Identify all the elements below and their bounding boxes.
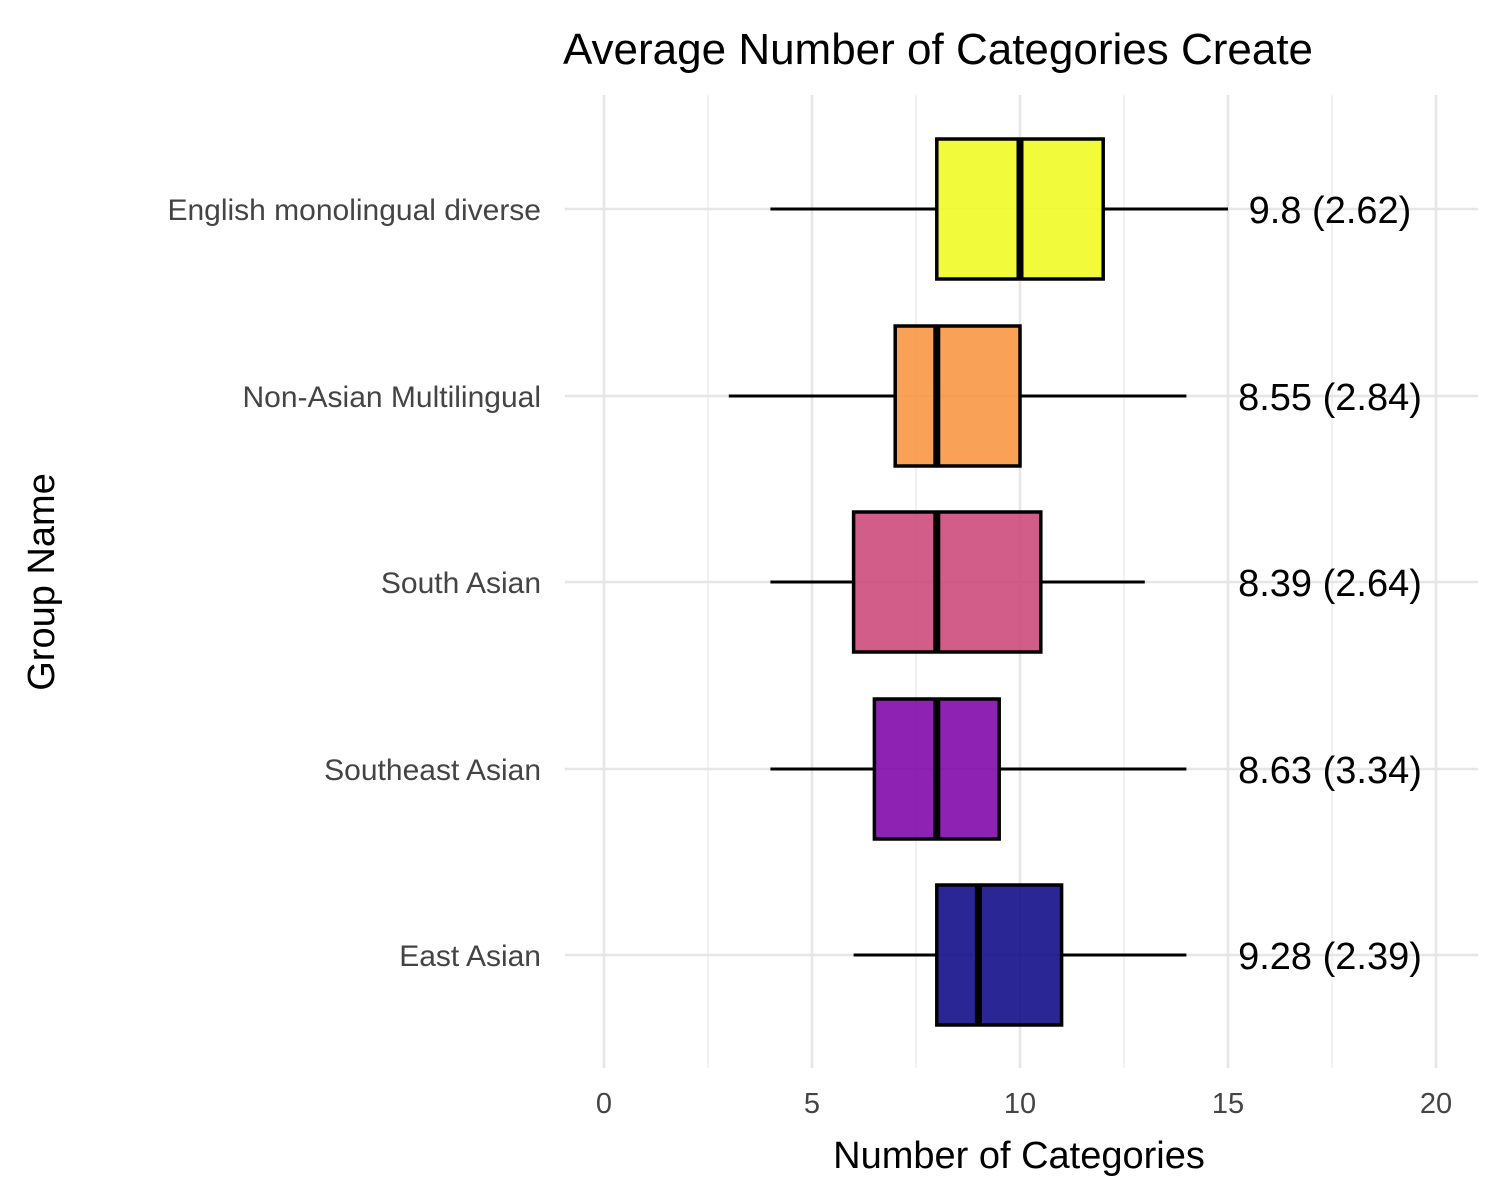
data-label: 9.28 (2.39): [1238, 936, 1422, 978]
box-group: [728, 324, 1187, 468]
x-tick-label: 10: [1004, 1088, 1036, 1120]
category-label: Non-Asian Multilingual: [243, 381, 541, 414]
x-tick-label: 5: [804, 1088, 820, 1120]
data-label: 8.63 (3.34): [1238, 750, 1422, 792]
x-tick-label: 0: [596, 1088, 612, 1120]
box-iqr: [935, 883, 1064, 1027]
x-tick-label: 15: [1212, 1088, 1244, 1120]
chart-title: Average Number of Categories Create: [563, 25, 1313, 74]
category-label: South Asian: [381, 567, 541, 600]
category-label: East Asian: [399, 940, 541, 973]
box-group: [853, 883, 1187, 1027]
x-tick-label: 20: [1420, 1088, 1452, 1120]
box-group: [770, 510, 1145, 654]
box-group: [770, 697, 1187, 841]
box-layer: [728, 137, 1228, 1027]
label-layer: English monolingual diverse 9.8 (2.62) Non…: [167, 190, 1452, 1120]
data-label: 8.39 (2.64): [1238, 563, 1422, 605]
data-label: 8.55 (2.84): [1238, 377, 1422, 419]
box-group: [770, 137, 1228, 281]
box-iqr: [851, 510, 1043, 654]
data-label: 9.8 (2.62): [1249, 190, 1412, 232]
category-label: Southeast Asian: [324, 754, 541, 787]
category-label: English monolingual diverse: [167, 194, 541, 227]
y-axis-title: Group Name: [21, 473, 63, 691]
box-iqr: [893, 324, 1022, 468]
x-axis-title: Number of Categories: [833, 1135, 1205, 1177]
